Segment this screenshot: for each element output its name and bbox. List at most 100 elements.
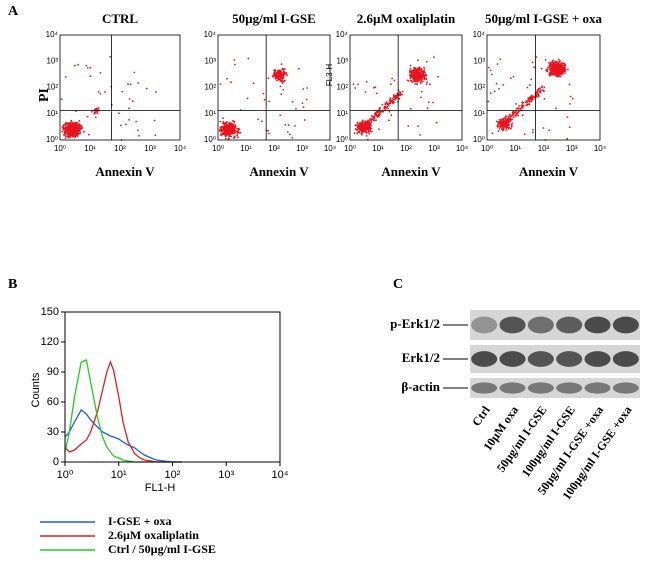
event-dot — [360, 133, 363, 136]
event-dot — [421, 70, 424, 73]
event-dot — [283, 72, 286, 75]
event-dot — [414, 68, 417, 71]
event-dot — [561, 69, 564, 72]
event-dot — [280, 72, 283, 74]
event-dot — [268, 100, 270, 103]
event-dot — [551, 60, 554, 63]
event-dot — [560, 67, 563, 70]
event-dot — [71, 133, 73, 135]
event-dot — [413, 77, 415, 80]
x-tick-label: 10⁰ — [344, 144, 356, 153]
event-dot — [425, 83, 428, 86]
event-dot — [69, 122, 72, 124]
event-dot — [354, 124, 357, 127]
event-dot — [564, 63, 566, 66]
event-dot — [528, 103, 531, 106]
event-dot — [519, 107, 522, 110]
event-dot — [415, 83, 418, 85]
x-tick-label: 10² — [268, 144, 280, 153]
event-dot — [501, 125, 504, 128]
event-dot — [536, 94, 538, 97]
event-dot — [95, 108, 97, 110]
event-dot — [67, 136, 70, 139]
y-tick-label: 10¹ — [336, 109, 348, 118]
event-dot — [72, 122, 75, 125]
event-dot — [498, 127, 501, 130]
event-dot — [416, 72, 419, 75]
event-dot — [554, 65, 556, 67]
event-dot — [282, 80, 285, 83]
event-dot — [395, 98, 397, 101]
event-dot — [365, 124, 368, 127]
event-dot — [261, 120, 263, 123]
blot-band — [499, 351, 526, 367]
plot-title: 50µg/ml I-GSE + oxa — [485, 11, 603, 26]
event-dot — [99, 92, 102, 95]
event-dot — [367, 122, 370, 124]
plot-frame — [59, 34, 181, 141]
event-dot — [282, 70, 285, 73]
event-dot — [426, 107, 429, 110]
event-dot — [526, 101, 529, 103]
event-dot — [352, 83, 355, 85]
event-dot — [512, 75, 515, 78]
plot-frame — [217, 34, 331, 141]
plot-title: 2.6µM oxaliplatin — [357, 11, 456, 26]
event-dot — [426, 81, 428, 84]
row-label: β-actin — [401, 379, 440, 394]
event-dot — [274, 77, 277, 80]
event-dot — [510, 125, 513, 127]
event-dot — [131, 100, 134, 103]
event-dot — [281, 68, 284, 70]
x-tick-label: 10¹ — [84, 144, 96, 153]
event-dot — [417, 74, 420, 76]
event-dot — [385, 101, 388, 103]
event-dot — [63, 134, 65, 136]
event-dot — [229, 124, 232, 126]
event-dot — [70, 119, 73, 122]
event-dot — [237, 131, 240, 134]
x-axis-label: Annexin V — [249, 164, 309, 179]
event-dot — [378, 128, 380, 131]
panel-label: C — [393, 277, 403, 292]
event-dot — [556, 62, 558, 64]
event-dot — [281, 82, 284, 84]
event-dot — [273, 71, 276, 74]
event-dot — [379, 106, 381, 109]
event-dot — [227, 125, 230, 127]
event-dot — [257, 118, 259, 121]
event-dot — [280, 93, 283, 96]
event-dot — [529, 100, 531, 103]
event-dot — [540, 67, 543, 70]
event-dot — [61, 126, 64, 128]
event-dot — [67, 135, 70, 138]
event-dot — [532, 129, 534, 131]
event-dot — [502, 127, 505, 130]
x-tick-label: 10³ — [566, 144, 578, 153]
event-dot — [64, 137, 67, 140]
event-dot — [69, 126, 72, 129]
event-dot — [232, 119, 234, 122]
plot-title: 50µg/ml I-GSE — [232, 11, 316, 26]
event-dot — [86, 67, 89, 69]
event-dot — [514, 112, 517, 114]
event-dot — [564, 72, 566, 74]
event-dot — [417, 125, 419, 127]
blot-band — [556, 316, 583, 334]
event-dot — [62, 129, 65, 131]
event-dot — [77, 63, 79, 66]
event-dot — [128, 119, 131, 121]
histogram-line — [64, 360, 182, 463]
event-dot — [370, 115, 373, 117]
event-dot — [361, 131, 364, 134]
event-dot — [369, 118, 371, 121]
event-dot — [412, 72, 415, 74]
event-dot — [226, 78, 228, 80]
event-dot — [302, 106, 305, 109]
event-dot — [294, 125, 296, 127]
event-dot — [73, 131, 76, 133]
event-dot — [224, 125, 227, 127]
y-tick-label: 10³ — [336, 56, 348, 65]
event-dot — [561, 67, 564, 70]
event-dot — [511, 111, 514, 114]
